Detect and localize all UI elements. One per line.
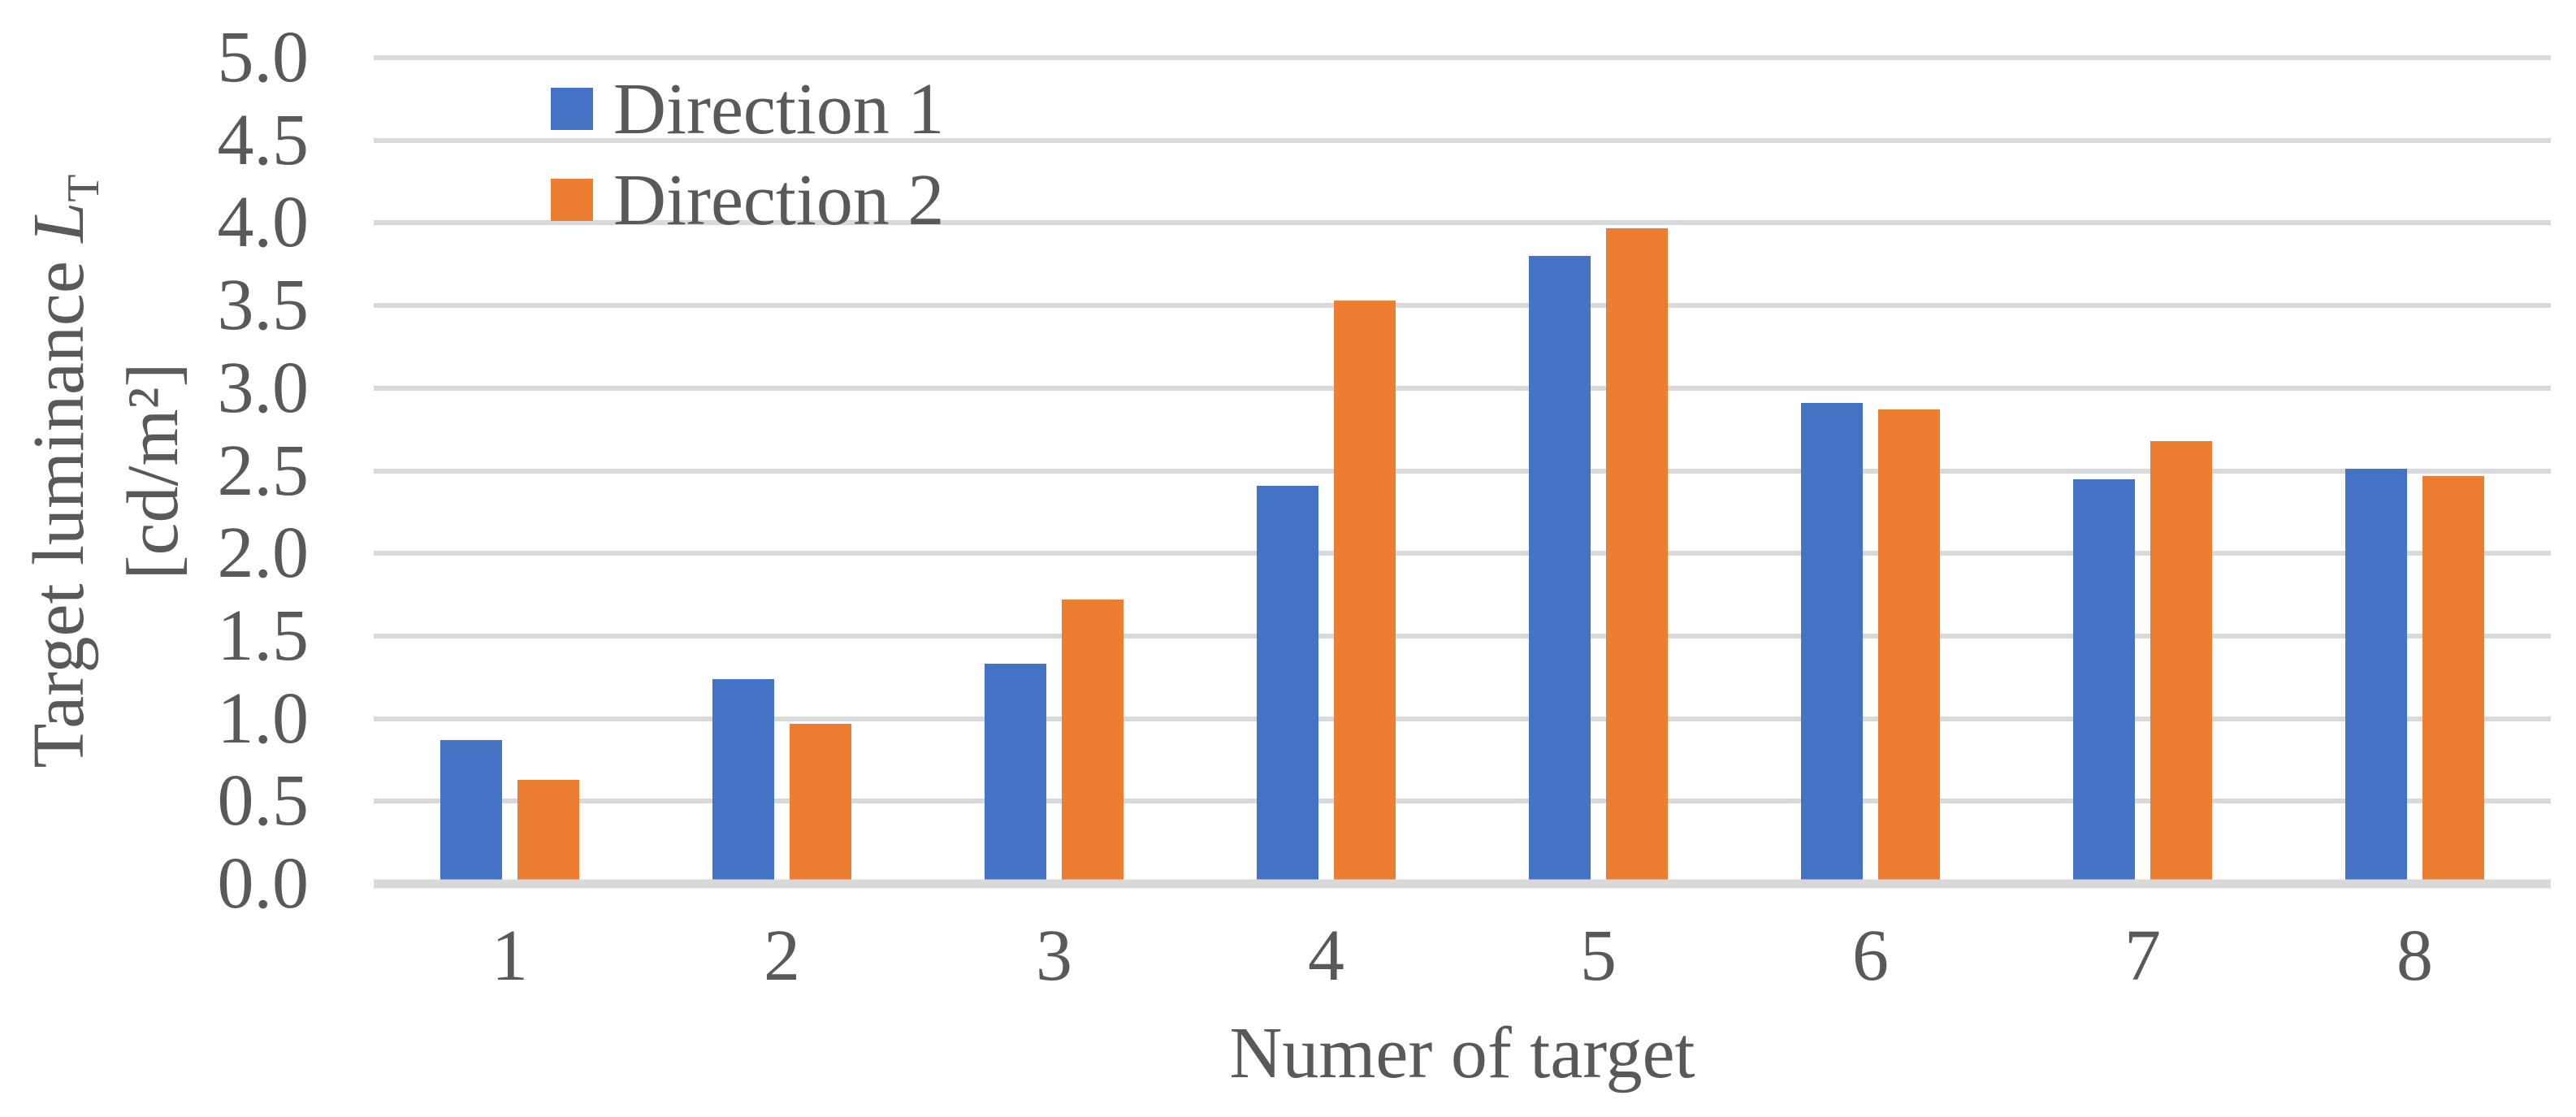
- gridline-5.0: [374, 55, 2551, 60]
- y-tick-label-3.0: 3.0: [217, 347, 310, 428]
- x-axis-title: Numer of target: [1229, 1013, 1695, 1093]
- legend: Direction 1 Direction 2: [551, 63, 944, 245]
- x-tick-label-3: 3: [1036, 916, 1072, 996]
- bar-direction-1-category-4: [1257, 485, 1318, 884]
- gridline-3.0: [374, 385, 2551, 391]
- y-axis-title-text: Target luminance: [19, 242, 99, 768]
- legend-item-direction-2: Direction 2: [551, 154, 944, 245]
- y-tick-label-2.0: 2.0: [217, 513, 310, 594]
- bar-direction-2-category-2: [790, 723, 851, 884]
- y-tick-label-1.0: 1.0: [217, 678, 310, 759]
- x-tick-label-4: 4: [1308, 916, 1344, 996]
- plot-area: [374, 55, 2551, 889]
- y-tick-label-4.0: 4.0: [217, 182, 310, 263]
- gridline-2.5: [374, 468, 2551, 474]
- bar-direction-2-category-5: [1606, 227, 1668, 884]
- y-tick-label-0.5: 0.5: [217, 760, 310, 842]
- y-tick-label-4.5: 4.5: [217, 99, 310, 180]
- bar-direction-2-category-7: [2150, 440, 2212, 884]
- gridline-1.0: [374, 716, 2551, 721]
- x-tick-label-1: 1: [491, 916, 528, 996]
- bar-direction-1-category-8: [2345, 469, 2407, 884]
- y-axis-title-subscript: T: [58, 174, 109, 202]
- y-tick-label-0.0: 0.0: [217, 843, 310, 924]
- bar-direction-2-category-8: [2422, 475, 2484, 884]
- legend-label-direction-2: Direction 2: [613, 159, 945, 240]
- x-tick-label-6: 6: [1852, 916, 1889, 996]
- gridline-4.5: [374, 137, 2551, 143]
- x-tick-label-8: 8: [2396, 916, 2433, 996]
- legend-item-direction-1: Direction 1: [551, 63, 944, 154]
- x-tick-label-2: 2: [764, 916, 800, 996]
- y-tick-label-2.5: 2.5: [217, 430, 310, 511]
- bar-direction-1-category-3: [985, 664, 1046, 884]
- bar-direction-2-category-4: [1334, 301, 1396, 884]
- bar-direction-2-category-1: [517, 779, 579, 884]
- legend-label-direction-1: Direction 1: [613, 68, 945, 149]
- y-tick-label-3.5: 3.5: [217, 265, 310, 346]
- gridline-0.5: [374, 799, 2551, 804]
- bar-direction-2-category-6: [1878, 409, 1940, 884]
- x-axis-line: [374, 879, 2551, 889]
- gridline-3.5: [374, 303, 2551, 309]
- gridline-4.0: [374, 220, 2551, 226]
- x-tick-label-5: 5: [1580, 916, 1617, 996]
- bar-direction-1-category-2: [712, 678, 774, 884]
- bar-direction-1-category-1: [440, 740, 502, 884]
- gridline-2.0: [374, 551, 2551, 556]
- bar-direction-1-category-6: [1801, 403, 1863, 884]
- y-tick-label-5.0: 5.0: [217, 17, 310, 97]
- y-tick-label-1.5: 1.5: [217, 595, 310, 676]
- y-axis-title-variable: L: [19, 201, 99, 243]
- legend-swatch-direction-1-icon: [551, 88, 593, 130]
- gridline-1.5: [374, 633, 2551, 639]
- x-tick-label-7: 7: [2124, 916, 2161, 996]
- legend-swatch-direction-2-icon: [551, 179, 593, 221]
- bar-direction-1-category-5: [1529, 256, 1591, 884]
- bar-direction-2-category-3: [1062, 600, 1123, 884]
- y-axis-title-line1: Target luminance LT: [12, 0, 109, 942]
- bar-direction-1-category-7: [2073, 478, 2135, 884]
